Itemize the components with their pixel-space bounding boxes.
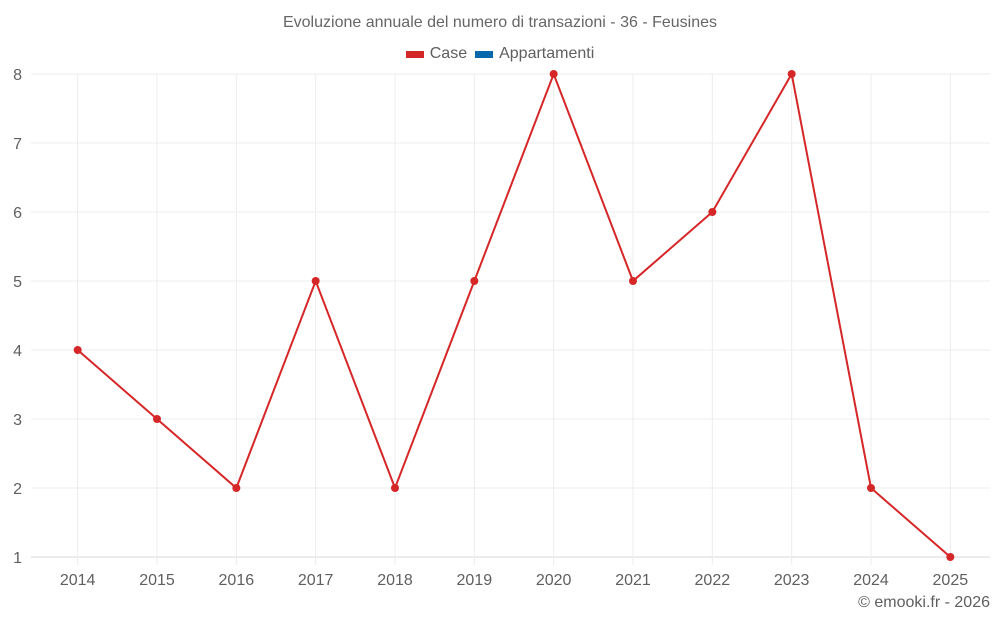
y-tick-label: 6 — [13, 205, 22, 222]
data-point[interactable] — [708, 208, 717, 216]
x-tick-label: 2025 — [933, 572, 969, 589]
chart-title: Evoluzione annuale del numero di transaz… — [282, 14, 718, 31]
x-tick-label: 2018 — [377, 572, 413, 589]
x-tick-label: 2016 — [219, 572, 255, 589]
data-point[interactable] — [232, 484, 241, 492]
series-line — [77, 71, 951, 558]
credit-text: © emooki.fr - 2026 — [858, 594, 990, 611]
y-axis: 1 2 3 4 5 6 7 8 — [13, 67, 22, 567]
x-tick-label: 2023 — [774, 572, 810, 589]
x-tick-label: 2015 — [139, 572, 175, 589]
x-tick-label: 2019 — [457, 572, 493, 589]
data-point[interactable] — [549, 70, 558, 78]
x-tick-label: 2024 — [853, 572, 889, 589]
x-tick-label: 2020 — [536, 572, 572, 589]
legend-label-case: Case — [429, 45, 468, 62]
y-tick-label: 7 — [13, 136, 22, 153]
x-tick-label: 2014 — [60, 572, 96, 589]
x-tick-label: 2022 — [695, 572, 731, 589]
y-tick-label: 5 — [13, 274, 22, 291]
data-point[interactable] — [73, 346, 82, 354]
data-point[interactable] — [946, 553, 955, 561]
y-tick-label: 8 — [13, 67, 22, 84]
y-tick-label: 1 — [13, 550, 22, 567]
x-tick-label: 2017 — [298, 572, 334, 589]
data-point[interactable] — [311, 277, 320, 285]
y-tick-label: 4 — [13, 343, 22, 360]
legend: Case Appartamenti — [0, 45, 1000, 63]
series-case — [73, 70, 955, 561]
y-tick-label: 2 — [13, 481, 22, 498]
grid-lines — [31, 73, 990, 565]
data-point[interactable] — [787, 70, 796, 78]
data-point[interactable] — [391, 484, 399, 492]
legend-label-appartamenti: Appartamenti — [499, 45, 595, 62]
data-point[interactable] — [867, 484, 875, 492]
legend-item-case[interactable]: Case — [405, 45, 468, 63]
legend-item-appartamenti[interactable]: Appartamenti — [475, 45, 594, 63]
x-tick-label: 2021 — [615, 572, 651, 589]
data-point[interactable] — [629, 277, 637, 285]
y-tick-label: 3 — [13, 412, 22, 429]
legend-swatch-appartamenti — [475, 50, 494, 58]
data-point[interactable] — [470, 277, 479, 285]
legend-swatch-case — [405, 50, 424, 58]
x-axis: 2014 2015 2016 2017 2018 2019 2020 2021 2022 2023… — [60, 572, 968, 589]
data-point[interactable] — [153, 415, 161, 423]
